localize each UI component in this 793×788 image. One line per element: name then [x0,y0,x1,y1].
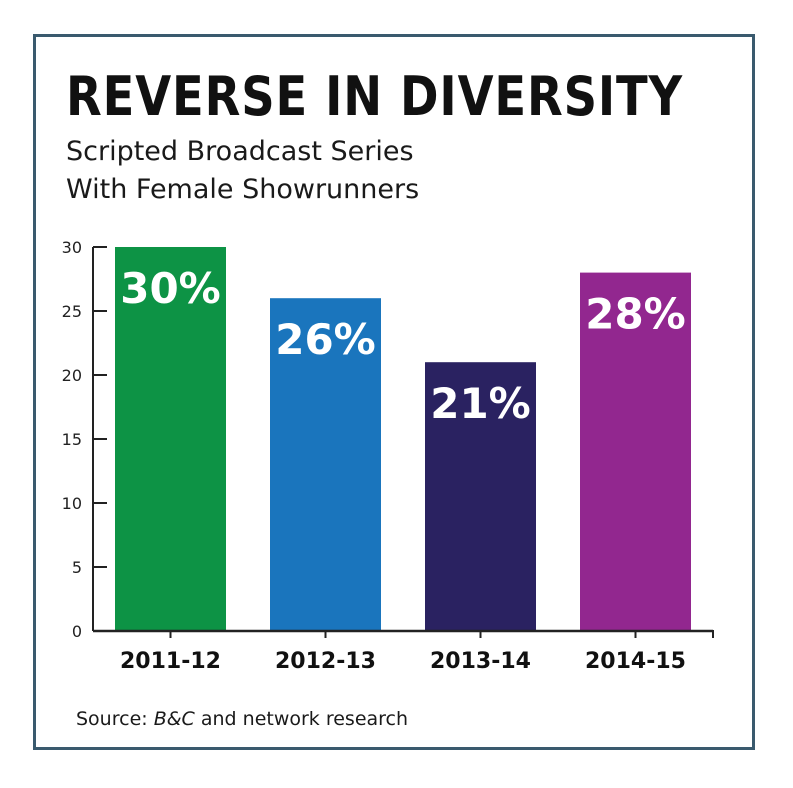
y-tick-label: 25 [62,302,82,321]
source-suffix: and network research [194,708,409,730]
bar-2012-13 [270,298,381,631]
x-tick-label: 2013-14 [430,649,531,674]
x-axis: 2011-12 2012-13 2013-14 2014-15 [93,629,714,674]
y-tick-label: 15 [62,430,82,449]
y-tick-label: 5 [72,558,82,577]
bar-data-label: 28% [585,290,686,339]
subtitle-line-1: Scripted Broadcast Series [66,136,414,167]
chart-title: REVERSE IN DIVERSITY [66,65,684,128]
y-tick-label: 20 [62,366,82,385]
subtitle-line-2: With Female Showrunners [66,174,420,205]
source-italic: B&C [153,708,195,730]
bar-2013-14 [425,362,536,631]
bar-data-label: 21% [430,379,531,428]
bar-data-label: 26% [275,315,376,364]
x-tick-label: 2014-15 [585,649,686,674]
x-tick-label: 2012-13 [275,649,376,674]
source-prefix: Source: [76,708,154,730]
bars: 30% 26% 21% 28% [115,247,691,631]
y-tick-label: 30 [62,238,82,257]
x-tick-label: 2011-12 [120,649,221,674]
y-tick-label: 0 [72,622,82,641]
bar-2014-15 [580,272,691,631]
y-axis: 0 5 10 15 20 25 30 [62,238,107,641]
bar-2011-12 [115,247,226,631]
chart-subtitle: Scripted Broadcast Series With Female Sh… [66,133,419,209]
bar-data-label: 30% [120,264,221,313]
source-note: Source: B&C and network research [76,707,408,731]
y-tick-label: 10 [62,494,82,513]
